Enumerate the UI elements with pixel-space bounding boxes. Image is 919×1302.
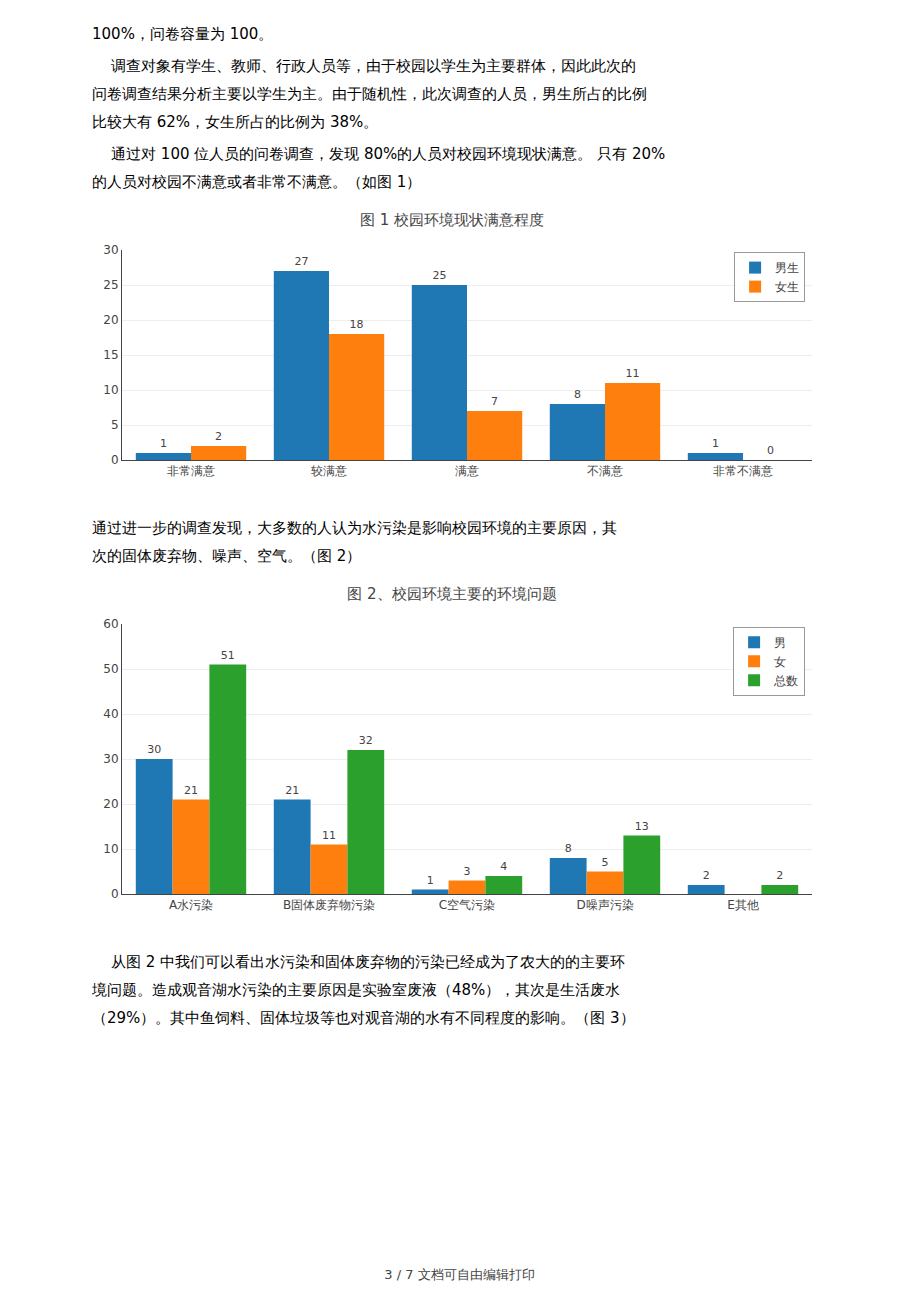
svg-text:60: 60 xyxy=(103,617,118,631)
svg-text:E其他: E其他 xyxy=(727,898,759,912)
html-text:100%，问卷容量为 100。: 100%，问卷容量为 100。 xyxy=(92,25,274,43)
svg-text:51: 51 xyxy=(221,649,235,662)
svg-text:21: 21 xyxy=(184,784,198,797)
html-text:境问题。造成观音湖水污染的主要原因是实验室废液（48%），其: 境问题。造成观音湖水污染的主要原因是实验室废液（48%），其次是生活废水 xyxy=(92,981,621,999)
svg-text:0: 0 xyxy=(111,887,119,901)
svg-text:3: 3 xyxy=(464,865,471,878)
svg-text:图 2、校园环境主要的环境问题: 图 2、校园环境主要的环境问题 xyxy=(347,585,556,603)
svg-text:30: 30 xyxy=(147,743,161,756)
svg-text:25: 25 xyxy=(432,269,446,282)
svg-text:A水污染: A水污染 xyxy=(169,898,213,912)
html-text:通过对 100 位人员的问卷调查，发现 80%的人员对校园环: 通过对 100 位人员的问卷调查，发现 80%的人员对校园环境现状满意。 只有 … xyxy=(92,145,666,163)
html-text:调查对象有学生、教师、行政人员等，由于校园以学生为主要群体，: 调查对象有学生、教师、行政人员等，由于校园以学生为主要群体，因此此次的 xyxy=(92,57,637,75)
html-text:（29%）。其中鱼饲料、固体垃圾等也对观音湖的水有不同程度的: （29%）。其中鱼饲料、固体垃圾等也对观音湖的水有不同程度的影响。（图 3） xyxy=(92,1009,635,1027)
svg-text:B固体废弃物污染: B固体废弃物污染 xyxy=(283,898,375,912)
svg-text:图 1 校园环境现状满意程度: 图 1 校园环境现状满意程度 xyxy=(360,211,544,229)
svg-text:非常满意: 非常满意 xyxy=(167,464,215,478)
svg-text:男生: 男生 xyxy=(775,261,799,275)
svg-text:30: 30 xyxy=(103,243,118,257)
svg-text:0: 0 xyxy=(767,444,774,457)
svg-text:18: 18 xyxy=(350,318,364,331)
svg-text:D噪声污染: D噪声污染 xyxy=(576,898,633,912)
svg-text:10: 10 xyxy=(103,383,118,397)
svg-text:25: 25 xyxy=(103,278,118,292)
html-text:通过进一步的调查发现，大多数的人认为水污染是影响校园环境的主: 通过进一步的调查发现，大多数的人认为水污染是影响校园环境的主要原因，其 xyxy=(92,519,617,537)
svg-text:0: 0 xyxy=(111,453,119,467)
html-text:比较大有 62%，女生所占的比例为 38%。: 比较大有 62%，女生所占的比例为 38%。 xyxy=(92,113,379,131)
svg-text:女生: 女生 xyxy=(775,280,799,294)
svg-text:2: 2 xyxy=(776,869,783,882)
svg-text:1: 1 xyxy=(160,437,167,450)
svg-text:21: 21 xyxy=(285,784,299,797)
svg-text:20: 20 xyxy=(103,797,118,811)
svg-text:男: 男 xyxy=(774,636,786,650)
html-text:3 / 7 文档可自由编辑打印: 3 / 7 文档可自由编辑打印 xyxy=(384,1267,535,1282)
svg-text:32: 32 xyxy=(359,734,373,747)
svg-text:13: 13 xyxy=(635,820,649,833)
html-text:从图 2 中我们可以看出水污染和固体废弃物的污染已经成为了农: 从图 2 中我们可以看出水污染和固体废弃物的污染已经成为了农大的的主要环 xyxy=(92,953,626,971)
svg-text:40: 40 xyxy=(103,707,118,721)
svg-text:8: 8 xyxy=(574,388,581,401)
svg-text:不满意: 不满意 xyxy=(587,464,623,478)
svg-text:总数: 总数 xyxy=(773,674,798,688)
svg-text:7: 7 xyxy=(491,395,498,408)
svg-text:5: 5 xyxy=(602,856,609,869)
svg-text:11: 11 xyxy=(626,367,640,380)
svg-text:1: 1 xyxy=(712,437,719,450)
svg-text:10: 10 xyxy=(103,842,118,856)
svg-text:满意: 满意 xyxy=(455,464,479,478)
svg-text:2: 2 xyxy=(215,430,222,443)
svg-text:30: 30 xyxy=(103,752,118,766)
svg-text:5: 5 xyxy=(111,418,119,432)
svg-text:8: 8 xyxy=(565,842,572,855)
svg-text:较满意: 较满意 xyxy=(311,464,347,478)
html-text:次的固体废弃物、噪声、空气。（图 2）: 次的固体废弃物、噪声、空气。（图 2） xyxy=(92,547,362,565)
svg-text:11: 11 xyxy=(322,829,336,842)
svg-text:4: 4 xyxy=(500,860,507,873)
html-text:问卷调查结果分析主要以学生为主。由于随机性，此次调查的人员，: 问卷调查结果分析主要以学生为主。由于随机性，此次调查的人员，男生所占的比例 xyxy=(92,85,647,103)
svg-text:15: 15 xyxy=(103,348,118,362)
svg-text:1: 1 xyxy=(427,874,434,887)
svg-text:女: 女 xyxy=(774,655,786,669)
svg-text:50: 50 xyxy=(103,662,118,676)
svg-text:20: 20 xyxy=(103,313,118,327)
svg-text:27: 27 xyxy=(294,255,308,268)
svg-text:非常不满意: 非常不满意 xyxy=(713,464,773,478)
html-text:的人员对校园不满意或者非常不满意。（如图 1）: 的人员对校园不满意或者非常不满意。（如图 1） xyxy=(92,173,422,191)
svg-text:2: 2 xyxy=(703,869,710,882)
svg-text:C空气污染: C空气污染 xyxy=(439,898,495,912)
